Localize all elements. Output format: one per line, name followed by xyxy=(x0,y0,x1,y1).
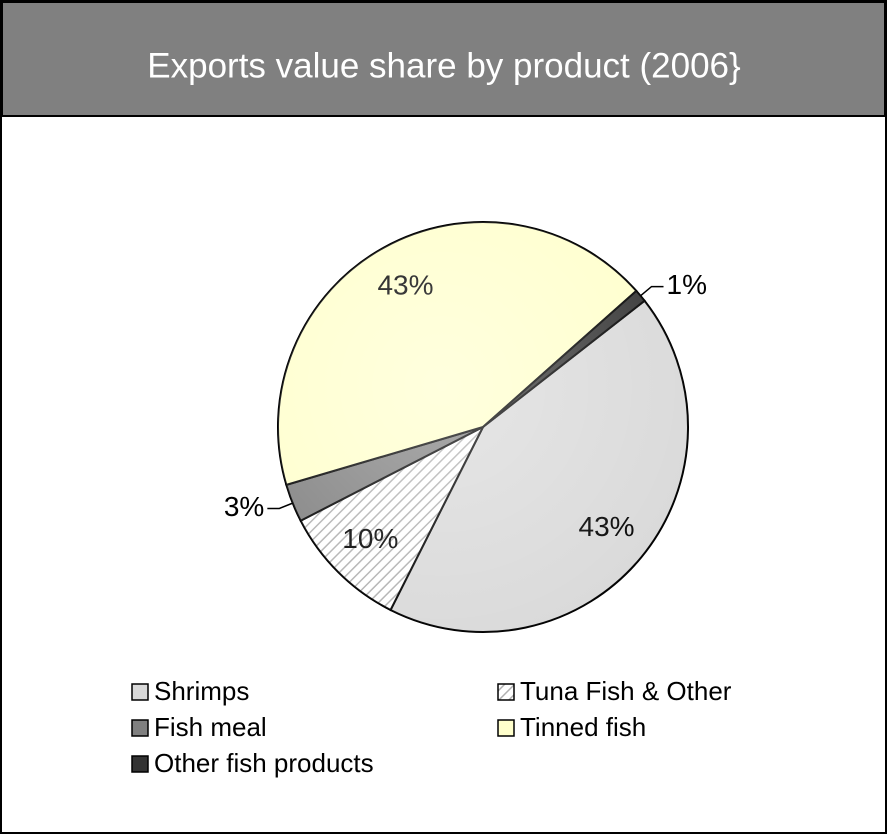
legend-swatch xyxy=(131,755,149,773)
legend-swatch xyxy=(131,683,149,701)
legend-swatch xyxy=(131,719,149,737)
legend-label: Tuna Fish & Other xyxy=(520,676,732,706)
legend: Shrimps Tuna Fish & Other Fish meal Tinned … xyxy=(131,676,732,778)
data-label: 43% xyxy=(377,270,433,301)
legend-label: Shrimps xyxy=(154,676,249,706)
data-label: 1% xyxy=(667,269,707,300)
legend-label: Fish meal xyxy=(154,712,267,742)
title-bar xyxy=(1,1,886,117)
legend-swatch xyxy=(497,683,515,701)
legend-label: Tinned fish xyxy=(520,712,646,742)
data-label: 43% xyxy=(579,511,635,542)
chart-title: Exports value share by product (2006} xyxy=(147,46,741,85)
legend-label: Other fish products xyxy=(154,748,374,778)
legend-swatch xyxy=(497,719,515,737)
data-label: 10% xyxy=(342,523,398,554)
data-label: 3% xyxy=(224,491,264,522)
